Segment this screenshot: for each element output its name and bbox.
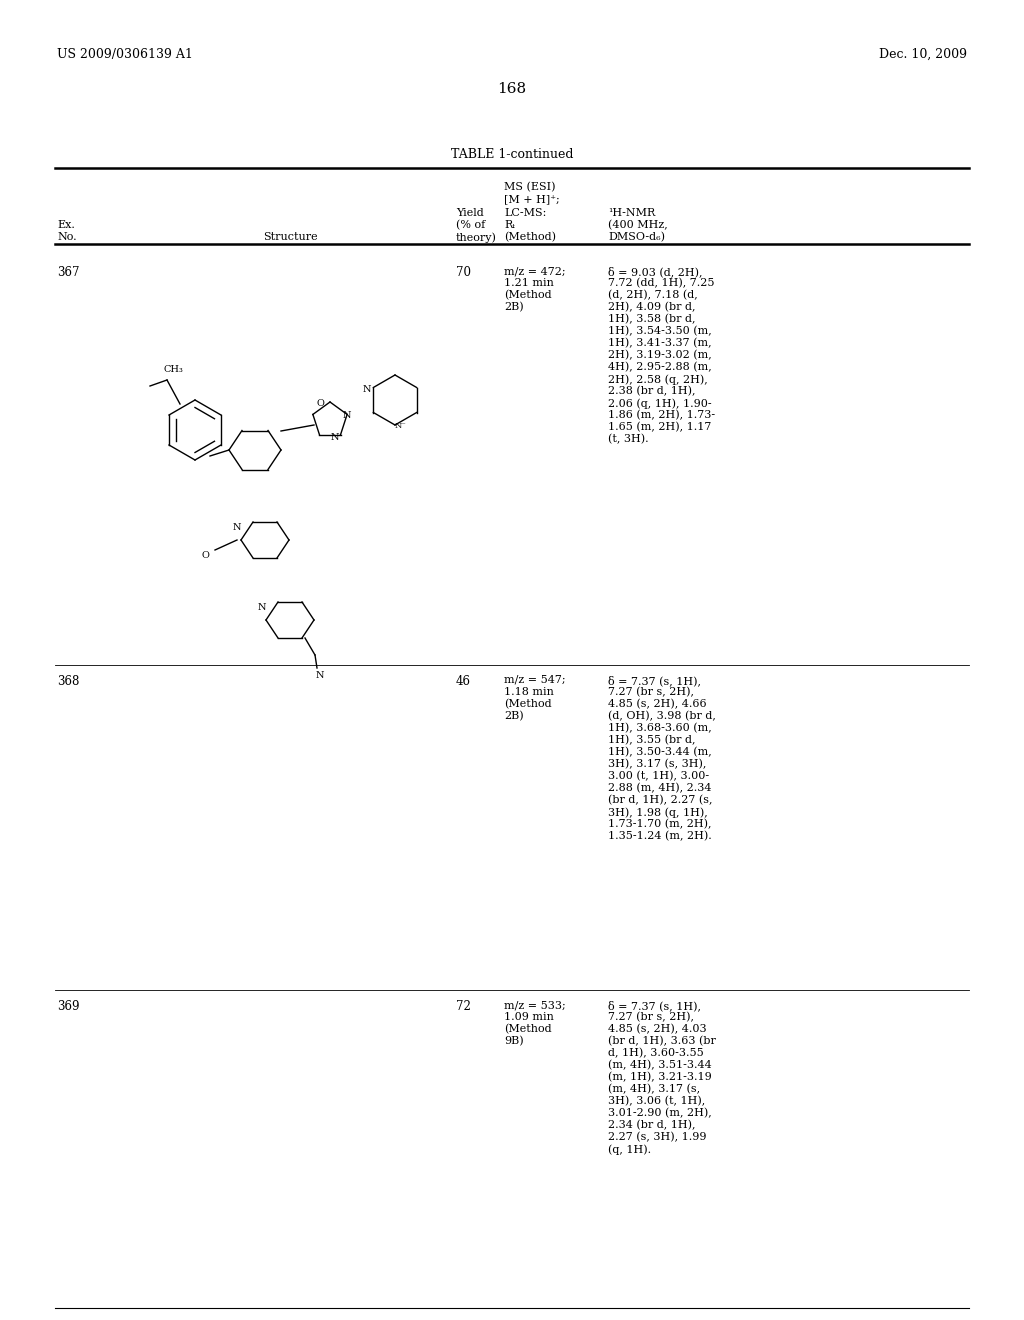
Text: N: N [232,524,242,532]
Text: (br d, 1H), 2.27 (s,: (br d, 1H), 2.27 (s, [608,795,713,805]
Text: theory): theory) [456,232,497,243]
Text: N: N [315,671,325,680]
Text: (% of: (% of [456,220,485,230]
Text: 3H), 3.06 (t, 1H),: 3H), 3.06 (t, 1H), [608,1096,706,1106]
Text: 4.85 (s, 2H), 4.66: 4.85 (s, 2H), 4.66 [608,700,707,709]
Text: δ = 7.37 (s, 1H),: δ = 7.37 (s, 1H), [608,675,701,686]
Text: 168: 168 [498,82,526,96]
Text: MS (ESI): MS (ESI) [504,182,555,193]
Text: (q, 1H).: (q, 1H). [608,1144,651,1155]
Text: DMSO-d₆): DMSO-d₆) [608,232,665,243]
Text: 7.27 (br s, 2H),: 7.27 (br s, 2H), [608,1012,694,1023]
Text: 3.00 (t, 1H), 3.00-: 3.00 (t, 1H), 3.00- [608,771,710,781]
Text: 1.21 min: 1.21 min [504,279,554,288]
Text: m/z = 472;: m/z = 472; [504,267,565,276]
Text: (Method): (Method) [504,232,556,243]
Text: 1H), 3.54-3.50 (m,: 1H), 3.54-3.50 (m, [608,326,712,337]
Text: δ = 9.03 (d, 2H),: δ = 9.03 (d, 2H), [608,267,702,277]
Text: US 2009/0306139 A1: US 2009/0306139 A1 [57,48,193,61]
Text: (Method: (Method [504,290,552,301]
Text: (400 MHz,: (400 MHz, [608,220,668,231]
Text: 1.65 (m, 2H), 1.17: 1.65 (m, 2H), 1.17 [608,422,712,433]
Text: (t, 3H).: (t, 3H). [608,434,648,445]
Text: 1H), 3.55 (br d,: 1H), 3.55 (br d, [608,735,695,746]
Text: 1.86 (m, 2H), 1.73-: 1.86 (m, 2H), 1.73- [608,411,715,420]
Text: ¹H-NMR: ¹H-NMR [608,209,655,218]
Text: N: N [258,603,266,612]
Text: CH₃: CH₃ [163,366,183,375]
Text: 4.85 (s, 2H), 4.03: 4.85 (s, 2H), 4.03 [608,1024,707,1035]
Text: 9B): 9B) [504,1036,523,1047]
Text: 7.72 (dd, 1H), 7.25: 7.72 (dd, 1H), 7.25 [608,279,715,288]
Text: O: O [201,550,209,560]
Text: (d, OH), 3.98 (br d,: (d, OH), 3.98 (br d, [608,711,716,721]
Text: 70: 70 [456,267,471,279]
Text: δ = 7.37 (s, 1H),: δ = 7.37 (s, 1H), [608,1001,701,1011]
Text: 2.27 (s, 3H), 1.99: 2.27 (s, 3H), 1.99 [608,1133,707,1142]
Text: No.: No. [57,232,77,242]
Text: 2B): 2B) [504,302,523,313]
Text: 1H), 3.50-3.44 (m,: 1H), 3.50-3.44 (m, [608,747,712,758]
Text: 3H), 1.98 (q, 1H),: 3H), 1.98 (q, 1H), [608,807,708,817]
Text: 3.01-2.90 (m, 2H),: 3.01-2.90 (m, 2H), [608,1107,712,1118]
Text: 2.06 (q, 1H), 1.90-: 2.06 (q, 1H), 1.90- [608,399,712,409]
Text: 72: 72 [456,1001,471,1012]
Text: N⁻: N⁻ [394,422,406,430]
Text: (Method: (Method [504,700,552,709]
Text: 367: 367 [57,267,80,279]
Text: 1.18 min: 1.18 min [504,686,554,697]
Text: (m, 1H), 3.21-3.19: (m, 1H), 3.21-3.19 [608,1072,712,1082]
Text: TABLE 1-continued: TABLE 1-continued [451,148,573,161]
Text: (br d, 1H), 3.63 (br: (br d, 1H), 3.63 (br [608,1036,716,1047]
Text: 3H), 3.17 (s, 3H),: 3H), 3.17 (s, 3H), [608,759,707,770]
Text: 2B): 2B) [504,711,523,721]
Text: 2H), 2.58 (q, 2H),: 2H), 2.58 (q, 2H), [608,374,708,384]
Text: O: O [316,399,324,408]
Text: 369: 369 [57,1001,80,1012]
Text: 2H), 4.09 (br d,: 2H), 4.09 (br d, [608,302,695,313]
Text: (m, 4H), 3.17 (s,: (m, 4H), 3.17 (s, [608,1084,700,1094]
Text: 4H), 2.95-2.88 (m,: 4H), 2.95-2.88 (m, [608,362,712,372]
Text: 368: 368 [57,675,80,688]
Text: N: N [343,411,351,420]
Text: Yield: Yield [456,209,483,218]
Text: 1H), 3.41-3.37 (m,: 1H), 3.41-3.37 (m, [608,338,712,348]
Text: 1H), 3.58 (br d,: 1H), 3.58 (br d, [608,314,695,325]
Text: Ex.: Ex. [57,220,75,230]
Text: 46: 46 [456,675,471,688]
Text: [M + H]⁺;: [M + H]⁺; [504,194,560,205]
Text: Structure: Structure [263,232,317,242]
Text: 7.27 (br s, 2H),: 7.27 (br s, 2H), [608,686,694,697]
Text: (m, 4H), 3.51-3.44: (m, 4H), 3.51-3.44 [608,1060,712,1071]
Text: 2.34 (br d, 1H),: 2.34 (br d, 1H), [608,1119,695,1130]
Text: m/z = 547;: m/z = 547; [504,675,565,685]
Text: Rₜ: Rₜ [504,220,515,230]
Text: 1.35-1.24 (m, 2H).: 1.35-1.24 (m, 2H). [608,832,712,841]
Text: N: N [362,385,372,395]
Text: LC-MS:: LC-MS: [504,209,547,218]
Text: 2.38 (br d, 1H),: 2.38 (br d, 1H), [608,385,695,396]
Text: 2H), 3.19-3.02 (m,: 2H), 3.19-3.02 (m, [608,350,712,360]
Text: m/z = 533;: m/z = 533; [504,1001,565,1010]
Text: (Method: (Method [504,1024,552,1035]
Text: 1H), 3.68-3.60 (m,: 1H), 3.68-3.60 (m, [608,723,712,734]
Text: d, 1H), 3.60-3.55: d, 1H), 3.60-3.55 [608,1048,703,1059]
Text: (d, 2H), 7.18 (d,: (d, 2H), 7.18 (d, [608,290,697,301]
Text: Dec. 10, 2009: Dec. 10, 2009 [879,48,967,61]
Text: 1.09 min: 1.09 min [504,1012,554,1022]
Text: 1.73-1.70 (m, 2H),: 1.73-1.70 (m, 2H), [608,818,712,829]
Text: 2.88 (m, 4H), 2.34: 2.88 (m, 4H), 2.34 [608,783,712,793]
Text: N: N [331,433,339,442]
